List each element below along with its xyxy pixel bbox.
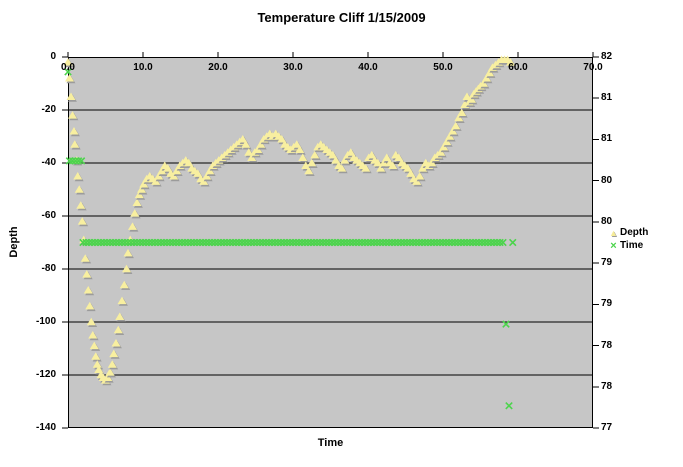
y-axis-right-tick-label: 82: [601, 51, 613, 62]
legend-label-time: Time: [620, 240, 644, 251]
legend-item-time: × Time: [607, 239, 648, 252]
chart-title: Temperature Cliff 1/15/2009: [257, 10, 426, 25]
y-axis-left-tick-label: -60: [41, 210, 56, 221]
y-axis-title: Depth: [8, 226, 20, 258]
y-axis-right-tick-label: 78: [601, 339, 613, 351]
x-axis-title: Time: [317, 437, 344, 449]
y-axis-right-tick-label: 79: [601, 298, 613, 310]
y-axis-left-tick-label: -20: [41, 104, 56, 115]
y-axis-left-tick-label: -80: [41, 263, 56, 274]
y-axis-right-tick-label: 80: [601, 215, 613, 227]
y-axis-right-tick-label: 78: [601, 380, 613, 392]
y-axis-right-tick-label: 81: [601, 133, 613, 145]
axis-ticks: [62, 52, 599, 429]
x-axis-tick-label: 30.0: [283, 62, 303, 73]
gridlines: [68, 109, 593, 376]
plot-area: [62, 52, 599, 429]
y-axis-right-tick-label: 77: [601, 422, 613, 433]
y-axis-right-tick-label: 81: [601, 92, 613, 104]
x-axis-tick-label: 10.0: [133, 62, 153, 73]
x-axis-tick-label: 0.0: [61, 62, 75, 73]
y-axis-left-tick-label: -100: [35, 316, 56, 327]
y-axis-left-tick-label: -140: [35, 422, 56, 433]
x-marker-icon: ×: [610, 239, 617, 252]
y-axis-left-tick-label: 0: [50, 51, 56, 62]
y-axis-right-tick-label: 80: [601, 174, 613, 186]
legend: ▲ Depth × Time: [607, 226, 648, 252]
x-axis-tick-label: 50.0: [433, 62, 453, 73]
triangle-marker-icon: ▲: [609, 227, 618, 238]
y-axis-left-tick-label: -40: [41, 157, 56, 168]
y-axis-left-tick-label: -120: [35, 369, 56, 380]
plot-area-svg: [62, 52, 599, 429]
legend-label-depth: Depth: [620, 227, 649, 238]
y-axis-right-tick-label: 79: [601, 257, 613, 269]
x-axis-tick-label: 40.0: [358, 62, 378, 73]
time-series-markers: [64, 68, 517, 410]
legend-item-depth: ▲ Depth: [607, 226, 648, 239]
x-axis-tick-label: 60.0: [508, 62, 528, 73]
x-axis-tick-label: 20.0: [208, 62, 228, 73]
x-axis-tick-label: 70.0: [583, 62, 603, 73]
depth-series-markers: [63, 55, 517, 386]
